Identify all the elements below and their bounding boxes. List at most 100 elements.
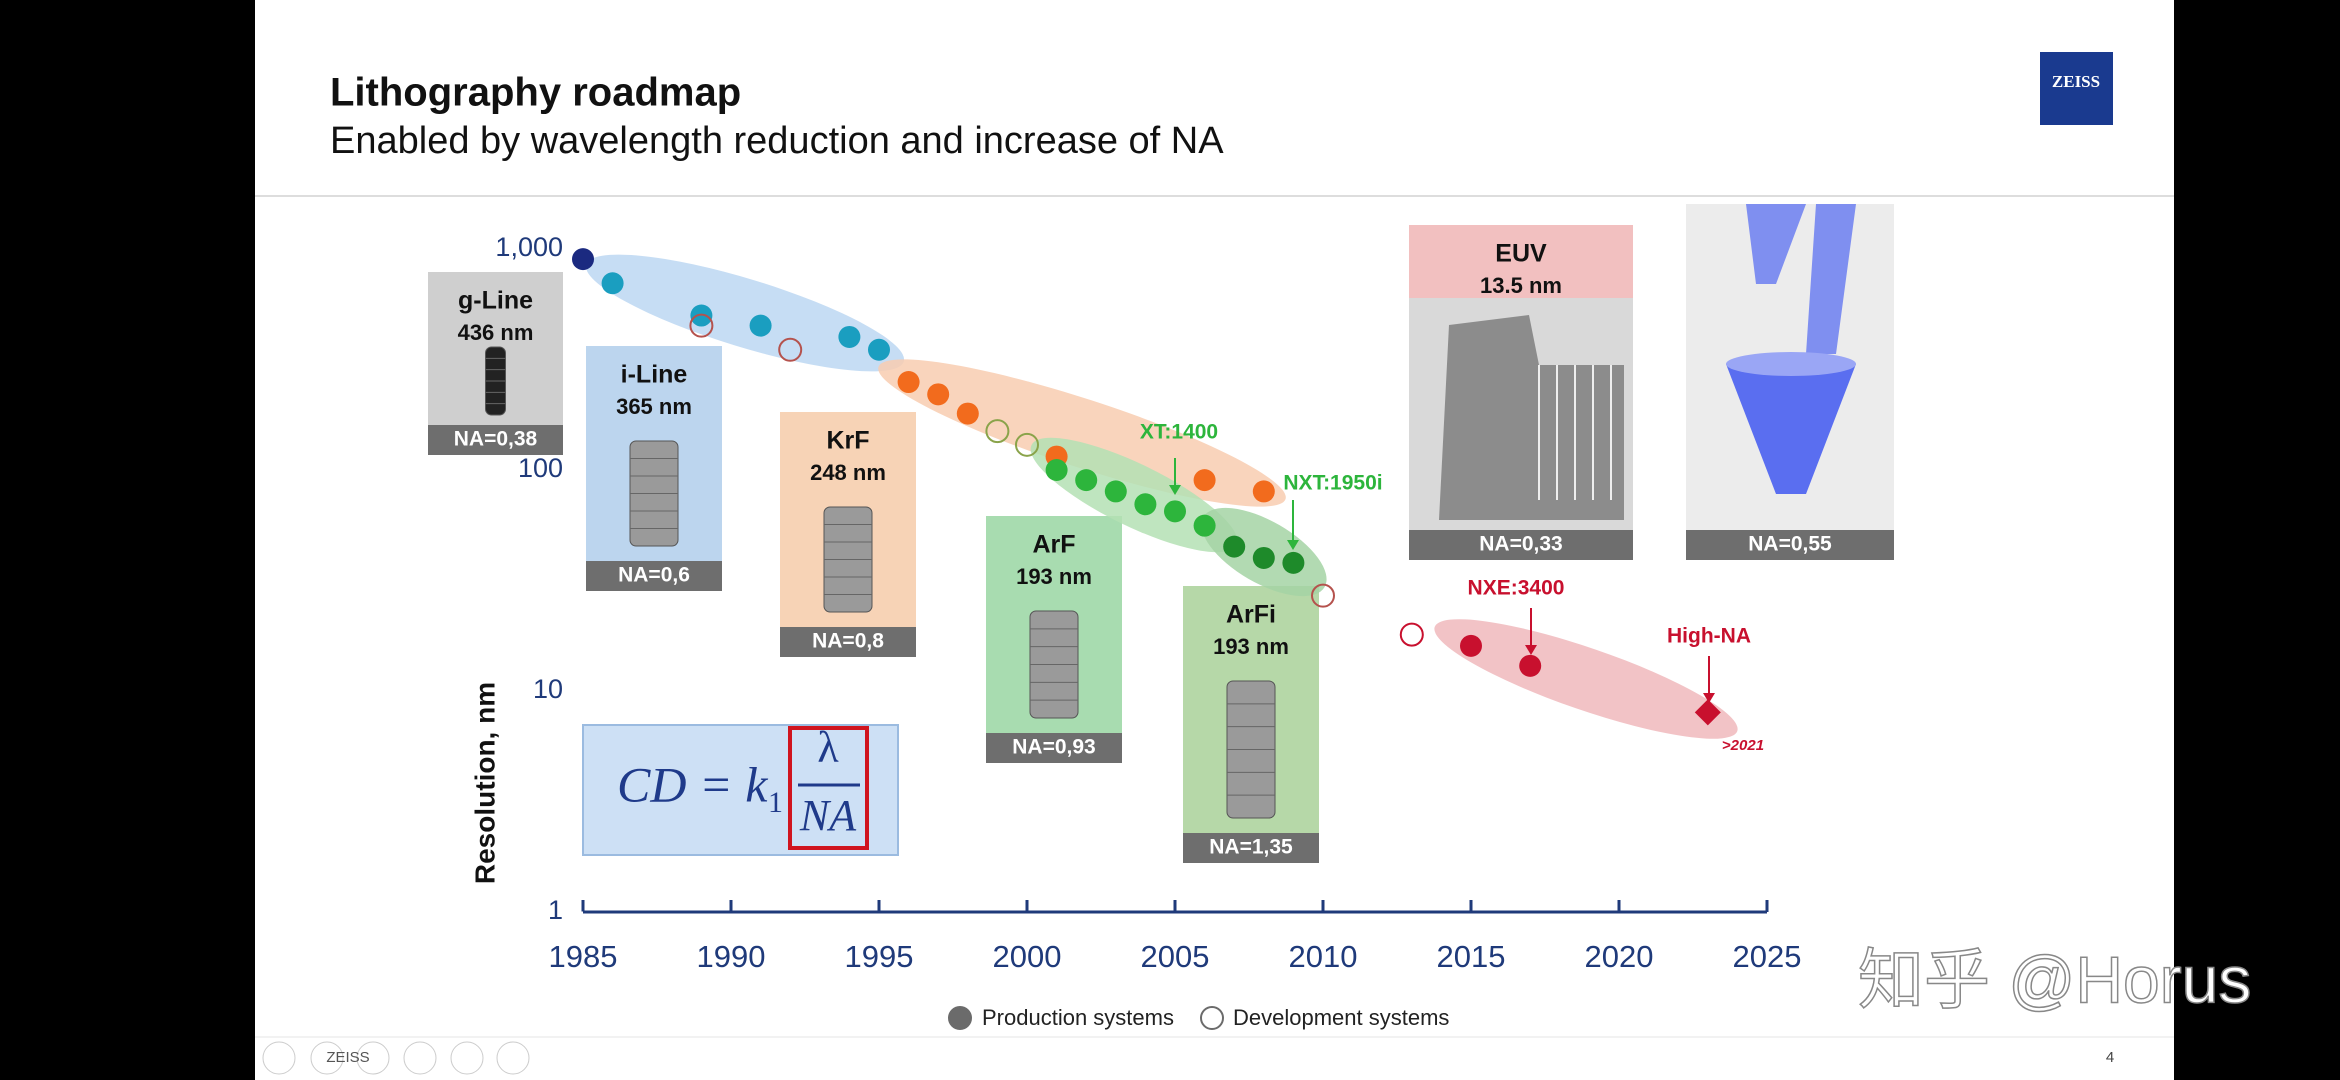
annotation: High-NA <box>1667 625 1751 648</box>
x-tick-label: 1990 <box>697 939 766 974</box>
machine <box>1439 315 1624 520</box>
page-number: 4 <box>2106 1049 2114 1066</box>
na-label: NA=0,6 <box>618 564 690 587</box>
point <box>1252 480 1275 503</box>
x-tick-label: 1985 <box>549 939 618 974</box>
group-ellipse <box>1434 619 1738 739</box>
annotation: XT:1400 <box>1140 421 1218 444</box>
title: Lithography roadmap <box>330 71 741 115</box>
source-name: i-Line <box>621 361 688 389</box>
source-name: ArF <box>1032 531 1075 559</box>
formula-sub: 1 <box>768 786 783 819</box>
source-box: g-Line 436 nm NA=0,38 <box>428 272 563 455</box>
source-box: ArF 193 nm NA=0,93 <box>986 516 1122 763</box>
point <box>1193 469 1216 492</box>
formula-den: NA <box>799 791 857 840</box>
na-bar <box>1686 530 1894 560</box>
y-tick-label: 1,000 <box>495 232 563 262</box>
na-bar <box>428 425 563 455</box>
groups <box>585 254 1738 739</box>
nav-button[interactable] <box>450 1041 484 1075</box>
x-tick-label: 2015 <box>1437 939 1506 974</box>
source-wavelength: 13.5 nm <box>1480 273 1562 298</box>
formula-highlight <box>788 726 869 850</box>
formula-lhs: CD = k <box>617 756 768 812</box>
na-label: NA=0,33 <box>1479 533 1562 556</box>
annotation: >2021 <box>1722 737 1764 754</box>
annotation: NXE:3400 <box>1468 577 1565 600</box>
y-tick-label: 100 <box>518 453 563 483</box>
nav-label: ZEISS <box>326 1049 369 1066</box>
point <box>897 371 920 394</box>
formula-num: λ <box>817 723 839 772</box>
logo-text: ZEISS <box>2052 72 2100 91</box>
point <box>1694 699 1721 726</box>
na-label: NA=0,8 <box>812 630 884 653</box>
y-axis-label: Resolution, nm <box>469 682 500 884</box>
x-tick-label: 2005 <box>1141 939 1210 974</box>
arrow-head <box>1169 485 1181 495</box>
point <box>838 325 861 348</box>
na-bar <box>1183 833 1319 863</box>
point <box>689 313 714 338</box>
point <box>1223 535 1246 558</box>
source-wavelength: 193 nm <box>1213 634 1289 659</box>
point <box>1134 493 1157 516</box>
point <box>749 314 772 337</box>
point <box>927 383 950 406</box>
x-tick-label: 1995 <box>845 939 914 974</box>
source-wavelength: 193 nm <box>1016 564 1092 589</box>
nav-button[interactable] <box>310 1041 344 1075</box>
nav-buttons <box>262 1041 530 1075</box>
source-wavelength: 436 nm <box>458 320 534 345</box>
point <box>956 402 979 425</box>
na-label: NA=0,38 <box>454 428 538 451</box>
na-bar <box>780 627 916 657</box>
group-ellipse <box>1030 437 1238 553</box>
source-box: i-Line 365 nm NA=0,6 <box>586 346 722 591</box>
point <box>868 338 890 361</box>
group-ellipse <box>585 254 905 372</box>
point <box>1164 500 1186 523</box>
x-tick-label: 2020 <box>1585 939 1654 974</box>
arrow-head <box>1703 693 1715 703</box>
na-label: NA=0,55 <box>1748 533 1832 556</box>
na-bar <box>986 733 1122 763</box>
nav-button[interactable] <box>262 1041 296 1075</box>
source-box: ArFi 193 nm NA=1,35 <box>1183 586 1319 863</box>
source-name: ArFi <box>1226 601 1276 629</box>
formula-bg <box>582 724 899 856</box>
arrow-head <box>1287 540 1299 550</box>
nav-button[interactable] <box>403 1041 437 1075</box>
point <box>1045 459 1068 481</box>
point <box>1104 480 1127 503</box>
point <box>1015 432 1039 457</box>
source-box: KrF 248 nm NA=0,8 <box>780 412 916 657</box>
y-tick-label: 1 <box>548 895 563 925</box>
point <box>1399 622 1424 647</box>
point <box>1282 551 1305 574</box>
mirror-arm <box>1746 204 1856 354</box>
arrow-head <box>1525 645 1537 655</box>
na-label: NA=1,35 <box>1209 836 1293 859</box>
x-tick-label: 2010 <box>1289 939 1358 974</box>
na-bar <box>1409 530 1633 560</box>
legend-marker <box>948 1006 972 1030</box>
point <box>1193 514 1216 537</box>
x-tick-label: 2025 <box>1733 939 1802 974</box>
nav-button[interactable] <box>356 1041 390 1075</box>
watermark: 知乎 @Horus <box>1858 942 2251 1016</box>
legend-label: Development systems <box>1233 1005 1449 1030</box>
point <box>778 337 803 362</box>
legend-label: Production systems <box>982 1005 1174 1030</box>
legend-marker <box>1200 1006 1224 1030</box>
nav-button[interactable] <box>496 1041 530 1075</box>
point <box>601 272 624 295</box>
na-label: NA=0,93 <box>1012 736 1095 759</box>
point <box>1075 469 1098 492</box>
cone-top <box>1726 352 1856 376</box>
na-bar <box>586 561 722 591</box>
logo <box>2040 52 2113 125</box>
group-ellipse <box>878 359 1286 507</box>
